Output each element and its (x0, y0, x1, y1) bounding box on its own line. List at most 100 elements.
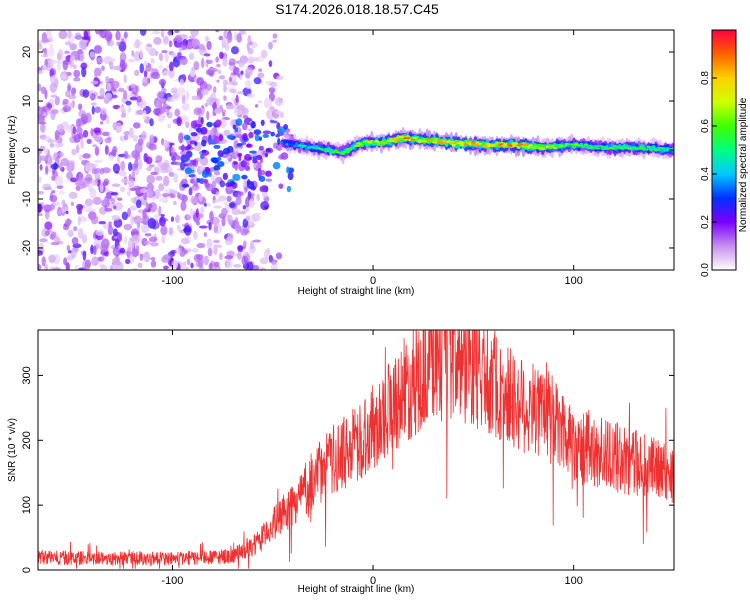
noise-blob (83, 205, 92, 213)
noise-blob (171, 92, 180, 101)
noise-blob (113, 218, 123, 228)
noise-blob (76, 208, 83, 215)
noise-blob (38, 242, 45, 250)
colorbar-tick-label: 0.4 (700, 167, 711, 181)
noise-blob (77, 216, 81, 226)
noise-blob (78, 154, 84, 161)
noise-blob (237, 60, 245, 68)
spectrogram-y-label: Frequency (Hz) (7, 116, 18, 185)
noise-blob (149, 118, 154, 127)
x-tick-label: 0 (370, 275, 376, 287)
noise-blob (242, 205, 247, 210)
noise-blob (215, 30, 219, 33)
noise-blob (283, 124, 289, 130)
noise-blob (50, 163, 59, 170)
noise-blob (258, 145, 264, 151)
noise-blob (70, 201, 75, 207)
colorbar-label: Normalized spectral amplitude (738, 97, 749, 232)
noise-blob (200, 126, 208, 135)
noise-blob (58, 190, 65, 195)
ridge-segment (586, 144, 591, 147)
noise-blob (246, 93, 255, 98)
noise-blob (180, 237, 190, 245)
ridge-segment (331, 150, 336, 154)
noise-blob (243, 178, 248, 188)
noise-blob (158, 205, 162, 217)
noise-blob (271, 260, 277, 266)
noise-blob (175, 55, 181, 61)
noise-blob (86, 138, 92, 144)
noise-blob (99, 183, 104, 193)
ridge-segment (374, 140, 379, 143)
noise-blob (162, 193, 170, 198)
noise-blob (191, 95, 201, 101)
noise-blob (160, 225, 168, 236)
noise-blob (205, 166, 211, 174)
noise-blob (233, 264, 242, 268)
noise-blob (188, 52, 195, 61)
noise-blob (200, 116, 204, 125)
noise-blob (241, 122, 248, 131)
noise-blob (156, 91, 165, 99)
noise-blob (169, 142, 175, 146)
noise-blob (265, 178, 273, 182)
colorbar-tick-label: 0.6 (700, 119, 711, 133)
noise-blob (133, 215, 143, 225)
noise-blob (193, 61, 200, 71)
noise-blob (51, 175, 55, 181)
noise-blob (218, 134, 224, 142)
noise-blob (93, 159, 103, 164)
ridge-segment (405, 136, 411, 140)
noise-blob (38, 153, 42, 165)
noise-blob (222, 147, 230, 155)
noise-blob (56, 53, 62, 61)
y-tick-label: 200 (21, 431, 33, 449)
noise-blob (216, 119, 222, 126)
noise-blob (128, 127, 134, 139)
noise-blob (99, 89, 105, 94)
noise-blob (191, 38, 201, 50)
snr-series-line (38, 330, 674, 569)
noise-blob (41, 256, 46, 267)
colorbar-ticks: 0.0 0.2 0.4 0.6 0.8 (700, 71, 717, 277)
colorbar: 0.0 0.2 0.4 0.6 0.8 Normalized spectral ampl… (700, 29, 749, 277)
noise-blob (95, 243, 100, 249)
noise-blob (112, 87, 117, 93)
noise-blob (56, 136, 63, 144)
noise-blob (275, 252, 283, 260)
noise-blob (44, 221, 53, 230)
noise-blob (137, 262, 143, 269)
noise-blob (244, 79, 253, 90)
noise-blob (228, 76, 233, 83)
noise-blob (240, 107, 249, 116)
noise-blob (62, 98, 69, 105)
noise-blob (38, 70, 45, 75)
noise-blob (173, 161, 181, 166)
ridge-segment (482, 145, 488, 148)
noise-blob (77, 227, 84, 239)
noise-blob (117, 197, 123, 201)
noise-blob (180, 56, 188, 66)
noise-blob (241, 255, 249, 266)
noise-blob (127, 207, 131, 218)
noise-blob (170, 52, 177, 58)
noise-blob (242, 240, 247, 247)
noise-blob (106, 136, 112, 141)
noise-blob (213, 244, 217, 252)
y-tick-label: 0 (21, 567, 33, 573)
noise-blob (60, 206, 66, 214)
noise-blob (49, 75, 58, 84)
snr-y-label: SNR (10 * v/v) (7, 418, 18, 482)
noise-blob (233, 147, 241, 152)
noise-blob (212, 216, 219, 227)
ridge-segment (384, 142, 389, 145)
ridge-segment (350, 147, 355, 150)
noise-blob (236, 251, 243, 261)
noise-blob (260, 49, 268, 59)
x-tick-label: -100 (161, 575, 183, 587)
noise-blob (176, 192, 181, 199)
noise-blob (259, 267, 266, 270)
noise-blob (219, 51, 224, 60)
noise-blob (189, 178, 195, 184)
